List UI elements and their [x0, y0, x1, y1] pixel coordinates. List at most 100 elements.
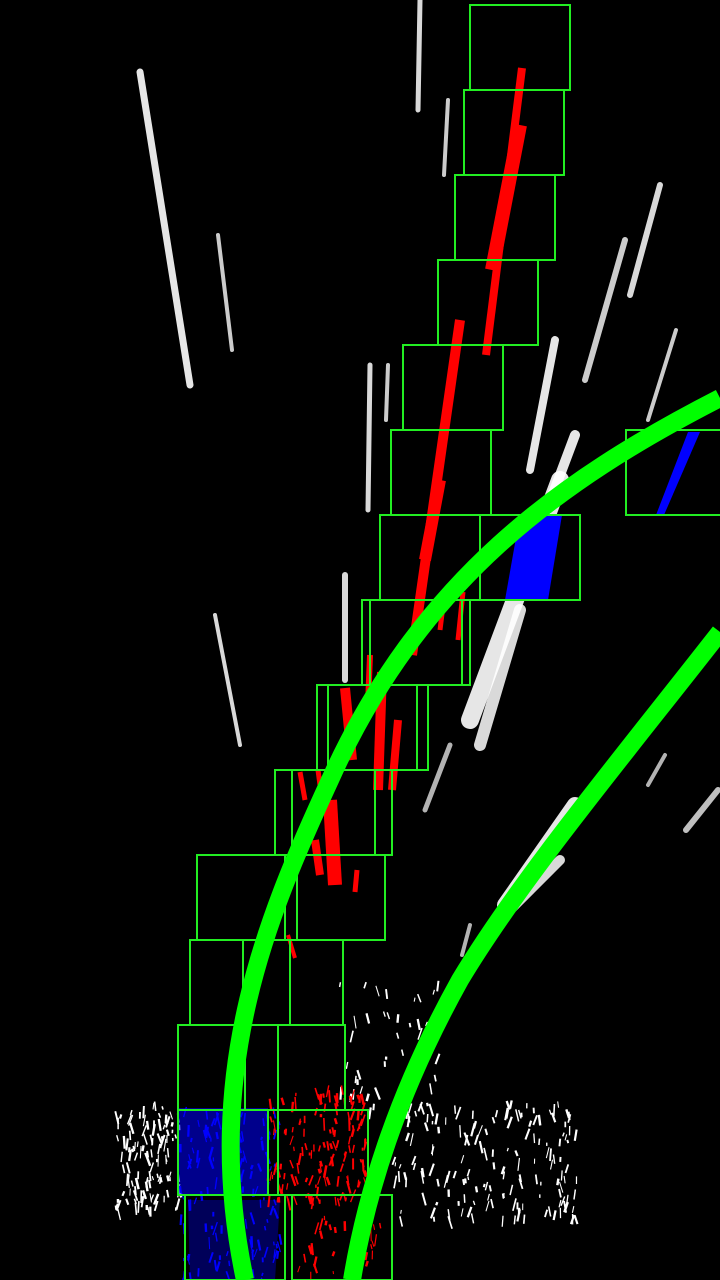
edge-speck	[163, 1138, 167, 1152]
edge-speck	[116, 1135, 120, 1142]
left-lane-speck	[272, 1120, 277, 1134]
window-box-left	[291, 1194, 393, 1280]
edge-speck	[142, 1114, 146, 1127]
edge-speck	[558, 1188, 562, 1198]
right-lane-speck	[239, 1174, 243, 1183]
right-lane-speck	[213, 1259, 218, 1271]
edge-speck	[174, 1134, 178, 1139]
edge-speck	[524, 1128, 531, 1140]
edge-speck	[157, 1174, 162, 1183]
edge-speck	[131, 1148, 134, 1153]
edge-speck	[160, 1136, 164, 1141]
edge-speck	[139, 1145, 142, 1159]
edge-speck	[417, 993, 422, 1003]
left-lane-speck	[269, 1116, 273, 1123]
left-lane-speck	[309, 1194, 315, 1206]
left-lane-speck	[362, 1169, 367, 1178]
right-lane-speck	[242, 1156, 246, 1163]
right-lane-speck	[204, 1126, 209, 1139]
edge-streak	[526, 336, 559, 474]
right-lane-speck	[273, 1163, 277, 1167]
right-lane-speck	[197, 1119, 200, 1127]
edge-speck	[153, 1200, 159, 1212]
edge-speck	[164, 1114, 168, 1124]
edge-speck	[146, 1150, 150, 1158]
left-lane-speck	[280, 1184, 284, 1196]
edge-speck	[492, 1162, 496, 1170]
left-lane-speck	[296, 1162, 300, 1174]
edge-speck	[432, 1216, 436, 1222]
edge-speck	[490, 1198, 494, 1209]
edge-speck	[560, 1170, 563, 1181]
left-lane-speck	[303, 1253, 307, 1263]
edge-speck	[157, 1143, 161, 1155]
left-lane-speck	[351, 1144, 355, 1153]
edge-speck	[345, 1061, 349, 1070]
edge-speck	[502, 1193, 505, 1199]
left-lane-speck	[279, 1163, 283, 1170]
left-lane-speck	[315, 1186, 320, 1199]
edge-speck	[426, 1113, 429, 1123]
edge-speck	[374, 1087, 381, 1100]
edge-speck	[514, 1150, 519, 1157]
edge-speck	[132, 1190, 139, 1202]
left-lane-speck	[328, 1224, 333, 1231]
edge-speck	[168, 1171, 172, 1178]
left-lane-speck	[290, 1173, 297, 1187]
right-lane-speck	[190, 1137, 193, 1143]
edge-speck	[512, 1198, 517, 1212]
edge-speck	[166, 1148, 170, 1158]
edge-speck	[550, 1112, 557, 1123]
edge-speck	[144, 1181, 149, 1192]
edge-speck	[152, 1102, 155, 1110]
left-lane-speck	[360, 1102, 366, 1116]
edge-speck	[517, 1109, 522, 1119]
right-lane-speck	[208, 1157, 215, 1170]
right-lane-speck	[273, 1249, 276, 1258]
left-lane-pixel-run	[419, 478, 446, 562]
right-lane-speck	[260, 1136, 264, 1141]
edge-speck	[500, 1166, 506, 1175]
left-lane-speck	[297, 1265, 301, 1273]
left-lane-speck	[317, 1168, 322, 1174]
edge-speck	[141, 1145, 145, 1152]
left-lane-speck	[272, 1128, 275, 1136]
edge-speck	[459, 1125, 462, 1138]
edge-speck	[517, 1157, 521, 1171]
left-lane-speck	[308, 1174, 314, 1186]
edge-speck	[445, 1170, 451, 1183]
edge-streak	[422, 742, 453, 813]
edge-speck	[349, 1030, 354, 1043]
edge-speck	[403, 1171, 408, 1181]
edge-speck	[175, 1198, 181, 1210]
edge-speck	[147, 1206, 151, 1215]
left-lane-speck	[293, 1195, 298, 1206]
left-lane-speck	[289, 1159, 294, 1169]
left-lane-speck	[326, 1141, 330, 1151]
edge-speck	[482, 1183, 486, 1188]
left-lane-pixel-specks	[266, 1085, 382, 1280]
left-lane-speck	[286, 1198, 292, 1211]
edge-speck	[470, 1122, 476, 1137]
edge-speck	[141, 1196, 144, 1201]
fitted-curve-right	[343, 626, 720, 1280]
edge-streak	[136, 68, 194, 389]
left-lane-speck	[267, 1194, 271, 1208]
edge-speck	[436, 980, 440, 992]
left-lane-speck	[360, 1114, 366, 1127]
edge-speck	[409, 1133, 414, 1146]
right-lane-speck	[261, 1272, 264, 1277]
left-lane-speck	[272, 1162, 278, 1176]
edge-speck	[125, 1162, 131, 1174]
right-lane-speck	[208, 1237, 211, 1250]
left-lane-speck	[294, 1175, 299, 1185]
left-lane-speck	[283, 1172, 286, 1180]
left-lane-speck	[317, 1197, 321, 1205]
edge-speck	[506, 1116, 513, 1129]
fitted-lane-curves	[221, 389, 720, 1280]
edge-speck	[128, 1130, 132, 1141]
edge-speck	[549, 1148, 552, 1162]
edge-speck	[564, 1164, 570, 1174]
edge-speck	[466, 1206, 473, 1218]
